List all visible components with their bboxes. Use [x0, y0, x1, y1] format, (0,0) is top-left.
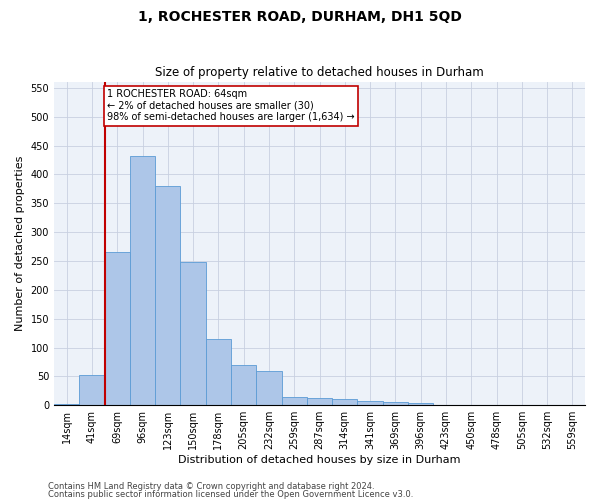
- Bar: [155, 186, 181, 405]
- Text: 1 ROCHESTER ROAD: 64sqm
← 2% of detached houses are smaller (30)
98% of semi-det: 1 ROCHESTER ROAD: 64sqm ← 2% of detached…: [107, 89, 355, 122]
- Bar: [256, 370, 281, 405]
- Text: Contains HM Land Registry data © Crown copyright and database right 2024.: Contains HM Land Registry data © Crown c…: [48, 482, 374, 491]
- Bar: [181, 262, 206, 405]
- Title: Size of property relative to detached houses in Durham: Size of property relative to detached ho…: [155, 66, 484, 80]
- Bar: [79, 375, 104, 405]
- Bar: [408, 404, 433, 405]
- Bar: [383, 402, 408, 405]
- Bar: [130, 156, 155, 405]
- Bar: [54, 404, 79, 405]
- Bar: [231, 365, 256, 405]
- Bar: [206, 339, 231, 405]
- Bar: [358, 401, 383, 405]
- Bar: [484, 404, 509, 405]
- Text: 1, ROCHESTER ROAD, DURHAM, DH1 5QD: 1, ROCHESTER ROAD, DURHAM, DH1 5QD: [138, 10, 462, 24]
- Bar: [281, 396, 307, 405]
- Bar: [433, 404, 458, 405]
- X-axis label: Distribution of detached houses by size in Durham: Distribution of detached houses by size …: [178, 455, 461, 465]
- Bar: [307, 398, 332, 405]
- Bar: [332, 400, 358, 405]
- Y-axis label: Number of detached properties: Number of detached properties: [15, 156, 25, 332]
- Bar: [104, 252, 130, 405]
- Text: Contains public sector information licensed under the Open Government Licence v3: Contains public sector information licen…: [48, 490, 413, 499]
